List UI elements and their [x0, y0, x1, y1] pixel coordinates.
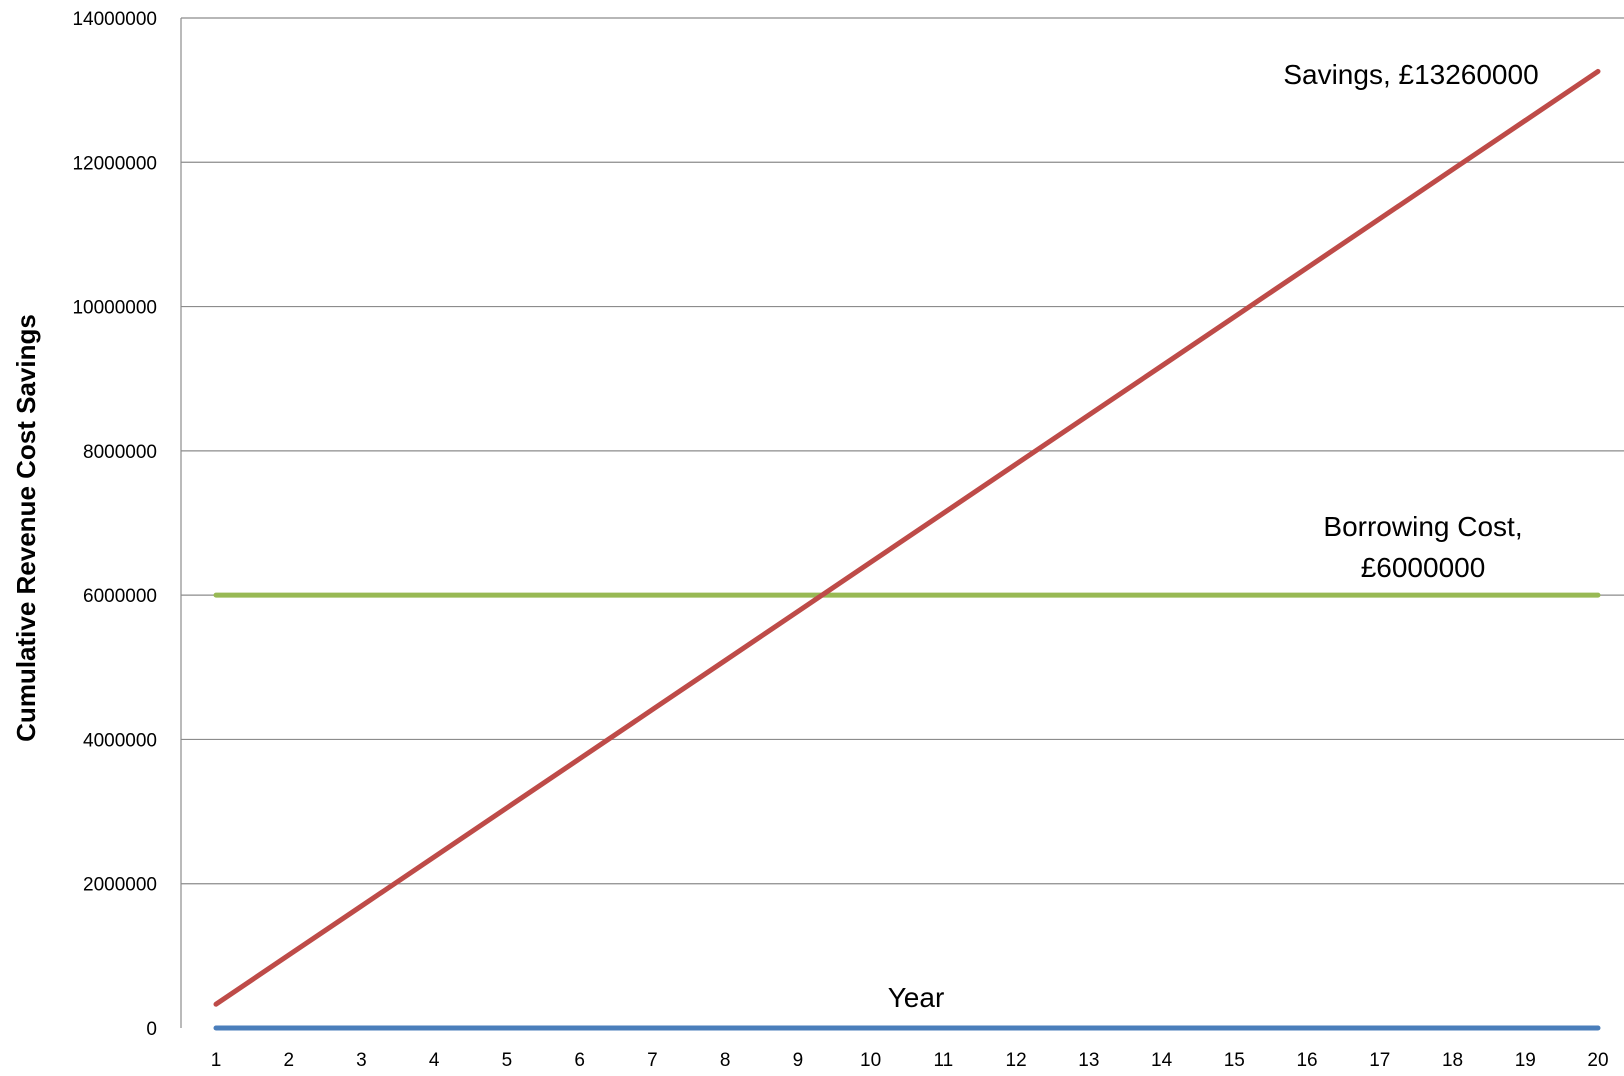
y-tick-label: 6000000: [83, 586, 157, 607]
x-tick-label: 12: [1006, 1050, 1027, 1071]
series-label: Year: [888, 982, 945, 1013]
y-tick-label: 14000000: [72, 9, 157, 30]
x-tick-label: 11: [934, 1050, 954, 1071]
series-label: Borrowing Cost, £6000000: [1323, 511, 1522, 583]
series-lines: [213, 68, 1601, 1031]
y-tick-label: 10000000: [72, 298, 157, 319]
x-tick-label: 1: [211, 1050, 222, 1071]
x-tick-label: 2: [283, 1050, 294, 1071]
x-tick-label: 18: [1442, 1050, 1463, 1071]
x-axis-tick-labels: 1 2 3 4 5 6 7 8 9 10 11 12 13 14 15 16 17 18 19 20: [211, 1050, 1609, 1071]
y-axis-title: Cumulative Revenue Cost Savings: [11, 314, 41, 742]
y-tick-label: 4000000: [83, 730, 157, 751]
y-axis-tick-labels: 0 2000000 4000000 6000000 8000000 10000000 120…: [72, 9, 157, 1040]
y-tick-label: 2000000: [83, 875, 157, 896]
x-tick-label: 4: [429, 1050, 440, 1071]
series-labels: Year Savings, £13260000 Borrowing Cost, £60…: [888, 59, 1539, 1013]
x-tick-label: 14: [1151, 1050, 1173, 1071]
x-tick-label: 13: [1078, 1050, 1099, 1071]
x-tick-label: 16: [1296, 1050, 1317, 1071]
x-tick-label: 15: [1224, 1050, 1245, 1071]
x-tick-label: 5: [502, 1050, 513, 1071]
x-tick-label: 17: [1369, 1050, 1390, 1071]
series-label: Savings, £13260000: [1283, 59, 1538, 90]
x-tick-label: 20: [1587, 1050, 1608, 1071]
x-tick-label: 8: [720, 1050, 731, 1071]
series-line: [213, 68, 1601, 1007]
x-tick-label: 3: [356, 1050, 367, 1071]
y-tick-label: 0: [146, 1019, 157, 1040]
x-tick-label: 19: [1515, 1050, 1536, 1071]
x-tick-label: 9: [793, 1050, 804, 1071]
y-tick-label: 8000000: [83, 442, 157, 463]
x-tick-label: 6: [574, 1050, 585, 1071]
gridlines: [181, 17, 1624, 885]
x-tick-label: 10: [860, 1050, 881, 1071]
x-tick-label: 7: [647, 1050, 658, 1071]
y-tick-label: 12000000: [72, 153, 157, 174]
